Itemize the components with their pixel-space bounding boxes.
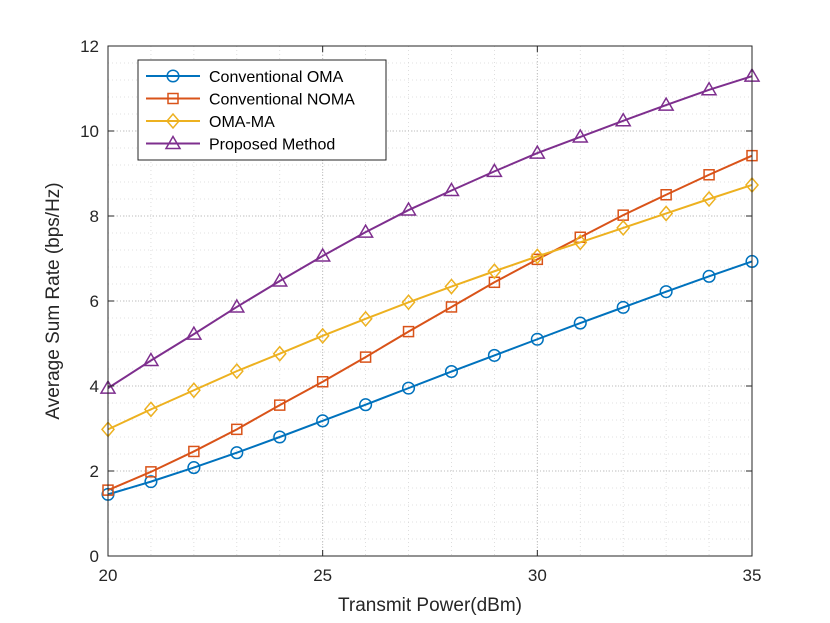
data-point-marker xyxy=(272,345,287,362)
data-point-marker xyxy=(659,205,674,222)
data-point-marker xyxy=(229,362,244,380)
data-point-marker xyxy=(188,445,200,458)
data-point-marker xyxy=(487,263,502,280)
series-conventional-oma xyxy=(101,254,759,501)
grid xyxy=(107,45,753,557)
data-point-marker xyxy=(487,348,501,362)
series-group xyxy=(99,67,761,501)
series-oma-ma xyxy=(101,176,759,438)
series-line xyxy=(107,154,753,492)
legend-marker xyxy=(164,135,182,150)
data-point-marker xyxy=(614,112,632,127)
data-point-marker xyxy=(616,219,631,237)
legend-marker xyxy=(166,112,180,130)
data-point-marker xyxy=(443,182,460,197)
data-point-marker xyxy=(228,298,246,313)
legend-label: Conventional OMA xyxy=(209,69,344,86)
series-proposed-method xyxy=(99,67,761,394)
series-line xyxy=(107,260,753,496)
data-point-marker xyxy=(316,376,329,388)
data-point-marker xyxy=(700,81,718,96)
x-tick-label: 35 xyxy=(743,566,762,585)
data-point-marker xyxy=(571,128,589,143)
data-point-marker xyxy=(702,190,717,208)
data-point-marker xyxy=(145,466,157,478)
legend-label: Proposed Method xyxy=(209,137,335,154)
data-point-marker xyxy=(144,475,158,489)
data-point-marker xyxy=(186,382,201,399)
legend-entry: Conventional OMA xyxy=(146,69,344,86)
x-tick-label: 30 xyxy=(528,566,547,585)
data-point-marker xyxy=(529,144,546,159)
y-tick-label: 10 xyxy=(80,122,99,141)
data-point-marker xyxy=(400,201,417,216)
y-tick-label: 6 xyxy=(90,292,99,311)
data-point-marker xyxy=(702,269,716,283)
data-point-marker xyxy=(315,327,330,345)
series-line xyxy=(107,184,753,431)
x-tick-label: 25 xyxy=(313,566,332,585)
legend: Conventional OMA Conventional NOMA OMA-MA P… xyxy=(137,59,387,161)
data-point-marker xyxy=(401,294,416,311)
data-point-marker xyxy=(316,414,330,428)
data-point-marker xyxy=(231,423,243,436)
data-point-marker xyxy=(530,248,545,265)
data-point-marker xyxy=(359,351,372,363)
x-axis-label: Transmit Power(dBm) xyxy=(338,595,522,616)
legend-label: OMA-MA xyxy=(209,114,275,131)
y-tick-label: 12 xyxy=(80,37,99,56)
axes-ticks: 20 25 30 35 0 2 4 6 8 10 12 xyxy=(80,37,761,585)
legend-entry: Conventional NOMA xyxy=(146,92,355,109)
data-point-marker xyxy=(573,316,587,330)
legend-entry: Proposed Method xyxy=(146,135,335,154)
data-point-marker xyxy=(142,352,160,367)
data-point-marker xyxy=(444,278,459,295)
legend-entry: OMA-MA xyxy=(146,112,275,131)
data-point-marker xyxy=(616,300,630,314)
y-tick-label: 0 xyxy=(90,547,99,566)
data-point-marker xyxy=(273,399,286,411)
data-point-marker xyxy=(230,446,244,460)
data-point-marker xyxy=(659,285,673,299)
data-point-marker xyxy=(660,189,672,201)
legend-marker xyxy=(167,92,179,105)
legend-label: Conventional NOMA xyxy=(209,92,355,109)
data-point-marker xyxy=(401,381,416,395)
data-point-marker xyxy=(314,247,331,262)
x-tick-label: 20 xyxy=(99,566,118,585)
y-tick-label: 8 xyxy=(90,207,99,226)
data-point-marker xyxy=(530,332,544,346)
data-point-marker xyxy=(402,325,415,338)
data-point-marker xyxy=(271,272,289,287)
y-axis-label: Average Sum Rate (bps/Hz) xyxy=(43,182,64,419)
series-line xyxy=(107,75,753,389)
legend-marker xyxy=(166,69,180,83)
data-point-marker xyxy=(657,96,675,111)
data-point-marker xyxy=(185,325,203,340)
data-point-marker xyxy=(359,398,373,412)
data-point-marker xyxy=(486,162,503,178)
data-point-marker xyxy=(444,365,459,379)
data-point-marker xyxy=(445,301,458,313)
data-point-marker xyxy=(358,310,373,328)
data-point-marker xyxy=(573,234,588,251)
y-tick-label: 2 xyxy=(90,462,99,481)
y-tick-label: 4 xyxy=(90,377,99,396)
data-point-marker xyxy=(187,461,201,475)
data-point-marker xyxy=(143,401,158,418)
data-point-marker xyxy=(357,223,374,238)
data-point-marker xyxy=(273,430,287,444)
data-point-marker xyxy=(703,169,715,181)
